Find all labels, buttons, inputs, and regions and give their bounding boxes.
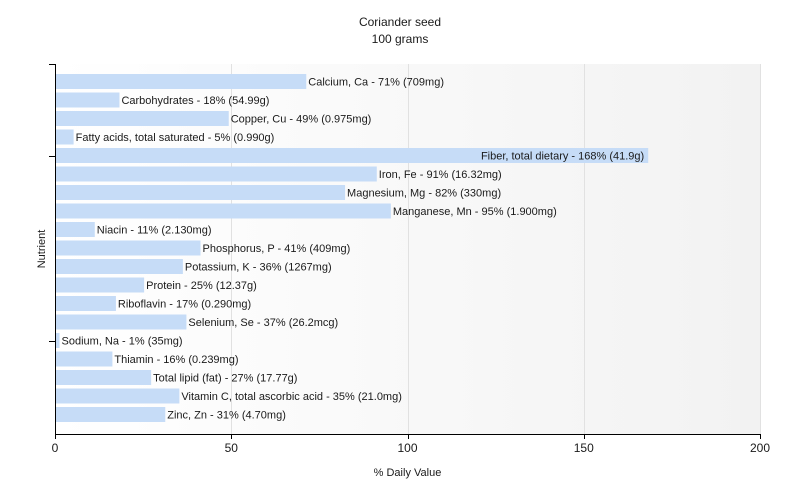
bar bbox=[56, 333, 60, 348]
x-tick-label: 50 bbox=[225, 441, 239, 455]
bar bbox=[56, 370, 152, 385]
x-tick-label: 0 bbox=[52, 441, 59, 455]
bar-label: Zinc, Zn - 31% (4.70mg) bbox=[167, 410, 286, 422]
bar-label: Protein - 25% (12.37g) bbox=[146, 280, 257, 292]
bar-labels: Calcium, Ca - 71% (709mg) Carbohydrates -… bbox=[62, 77, 645, 422]
bar bbox=[56, 185, 346, 200]
bar-label: Iron, Fe - 91% (16.32mg) bbox=[379, 169, 502, 181]
x-tick-label: 100 bbox=[397, 441, 417, 455]
bar bbox=[56, 240, 201, 256]
bar bbox=[56, 314, 187, 330]
bar-label: Vitamin C, total ascorbic acid - 35% (21… bbox=[181, 391, 402, 403]
bar bbox=[56, 111, 229, 126]
x-axis-label: % Daily Value bbox=[374, 467, 442, 479]
bar-label: Carbohydrates - 18% (54.99g) bbox=[121, 95, 269, 107]
bar-label: Niacin - 11% (2.130mg) bbox=[97, 225, 212, 237]
bar-label: Phosphorus, P - 41% (409mg) bbox=[203, 243, 351, 255]
x-tick-label: 200 bbox=[750, 441, 770, 455]
bar bbox=[56, 259, 183, 274]
axes: 0 50 100 150 200 bbox=[49, 64, 770, 455]
bar-label: Copper, Cu - 49% (0.975mg) bbox=[231, 114, 372, 126]
chart-title: Coriander seed bbox=[358, 15, 442, 29]
bar-label: Total lipid (fat) - 27% (17.77g) bbox=[153, 373, 297, 385]
bar-label: Potassium, K - 36% (1267mg) bbox=[185, 262, 332, 274]
bars bbox=[56, 74, 649, 422]
bar-label: Riboflavin - 17% (0.290mg) bbox=[118, 299, 251, 311]
bar bbox=[56, 203, 391, 219]
bar bbox=[56, 166, 377, 182]
bar-label: Magnesium, Mg - 82% (330mg) bbox=[347, 188, 501, 200]
bar-label: Sodium, Na - 1% (35mg) bbox=[62, 336, 183, 348]
bar bbox=[56, 222, 95, 237]
bar bbox=[56, 74, 307, 89]
bar bbox=[56, 129, 74, 145]
bar-label: Thiamin - 16% (0.239mg) bbox=[114, 354, 238, 366]
chart-subtitle: 100 grams bbox=[371, 32, 429, 46]
bar-label: Manganese, Mn - 95% (1.900mg) bbox=[393, 206, 557, 218]
bar bbox=[56, 277, 145, 293]
bar bbox=[56, 296, 116, 311]
bar bbox=[56, 407, 166, 422]
x-tick-label: 150 bbox=[574, 441, 594, 455]
bar bbox=[56, 388, 180, 404]
bar bbox=[56, 148, 649, 163]
y-axis-label: Nutrient bbox=[36, 230, 48, 269]
bar-label: Selenium, Se - 37% (26.2mcg) bbox=[188, 317, 338, 329]
bar-label: Fatty acids, total saturated - 5% (0.990… bbox=[76, 132, 275, 144]
grid-lines bbox=[231, 64, 761, 434]
bar-label: Calcium, Ca - 71% (709mg) bbox=[308, 77, 444, 89]
bar bbox=[56, 92, 120, 108]
bar-label: Fiber, total dietary - 168% (41.9g) bbox=[481, 151, 644, 163]
bar bbox=[56, 351, 113, 367]
